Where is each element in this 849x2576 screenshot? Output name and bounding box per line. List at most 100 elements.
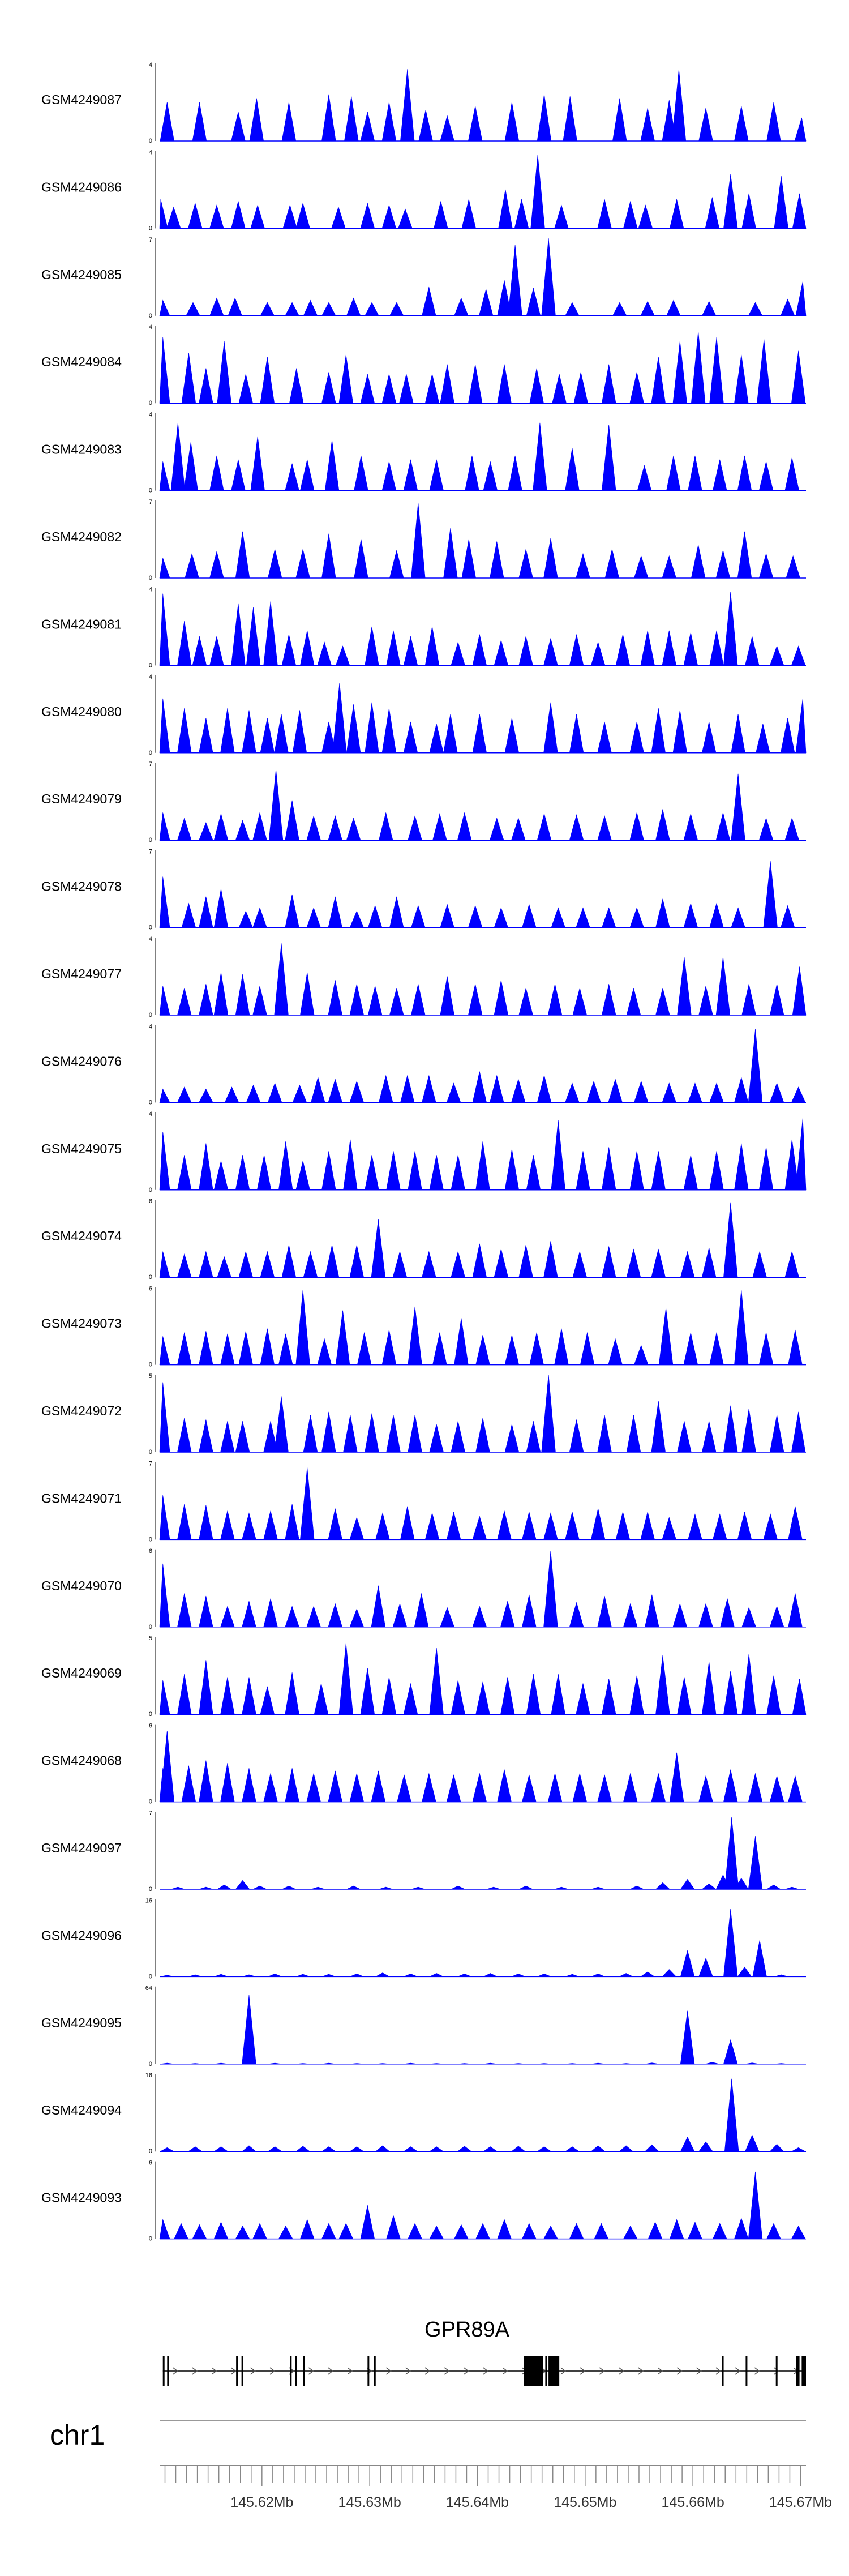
signal-peak — [572, 987, 588, 1016]
signal-peak — [249, 98, 264, 142]
signal-peak — [408, 815, 422, 841]
gene-exon — [722, 2356, 724, 2386]
axis-tick-label: 145.67Mb — [769, 2494, 832, 2510]
signal-peak — [242, 1677, 256, 1715]
signal-peak — [475, 1681, 490, 1715]
y-tick-max: 6 — [149, 1548, 152, 1555]
signal-peak — [615, 634, 631, 666]
signal-peak — [285, 302, 299, 316]
signal-peak — [757, 339, 771, 404]
signal-peak — [709, 337, 724, 404]
signal-peak — [292, 1084, 307, 1103]
signal-peak — [461, 539, 476, 579]
signal-peak — [209, 204, 224, 229]
signal-peak — [640, 1971, 655, 1977]
signal-peak — [766, 102, 781, 142]
track-GSM4249093: GSM4249093 6 0 — [41, 2160, 806, 2243]
y-tick-max: 7 — [149, 499, 152, 506]
signal-peak — [440, 904, 454, 928]
gene-exon — [524, 2356, 543, 2386]
signal-peak — [655, 987, 670, 1016]
signal-peak — [701, 301, 717, 316]
signal-peak — [601, 1147, 616, 1191]
signal-peak — [734, 2218, 749, 2239]
signal-peak — [422, 286, 436, 316]
signal-peak — [731, 714, 745, 754]
signal-peak — [554, 1328, 569, 1365]
signal-peak — [680, 1251, 695, 1278]
genome-axis: 145.62Mb 145.63Mb 145.64Mb 145.65Mb 145.66Mb… — [160, 2465, 832, 2510]
signal-peak — [791, 2147, 807, 2152]
signal-peak — [529, 368, 544, 404]
signal-peak — [317, 1338, 332, 1365]
signal-peak — [213, 1161, 229, 1191]
signal-peak — [424, 626, 440, 666]
signal-peak — [213, 2146, 229, 2152]
signal-peak — [483, 461, 498, 491]
signal-peak — [231, 201, 246, 229]
signal-peak — [159, 1680, 170, 1715]
signal-peak — [629, 812, 644, 841]
signal-peak — [791, 1086, 806, 1103]
signal-peak — [311, 1076, 325, 1103]
signal-peak — [651, 1401, 666, 1453]
gene-track: GPR89A — [162, 2318, 806, 2386]
signal-peak — [565, 1512, 580, 1540]
signal-peak — [698, 1603, 713, 1628]
signal-peak — [260, 1251, 275, 1278]
signal-peak — [328, 896, 342, 928]
signal-peak — [788, 1506, 803, 1540]
signal-peak — [709, 1332, 724, 1365]
signal-peak — [177, 1418, 192, 1453]
signal-peak — [669, 2219, 684, 2239]
signal-peak — [400, 69, 415, 142]
signal-peak — [766, 1884, 782, 1890]
signal-peak — [159, 337, 170, 404]
signal-peak — [640, 630, 655, 666]
signal-peak — [680, 1950, 695, 1977]
signal-peak — [429, 2226, 444, 2239]
signal-peak — [655, 898, 670, 928]
track-label: GSM4249086 — [41, 179, 122, 194]
y-tick-zero: 0 — [149, 2236, 152, 2243]
signal-peak — [565, 302, 580, 316]
signal-peak — [289, 368, 304, 404]
signal-peak — [278, 2226, 293, 2239]
signal-peak — [601, 1679, 616, 1715]
signal-peak — [282, 204, 298, 229]
signal-peak — [181, 353, 196, 404]
signal-peak — [159, 2219, 170, 2239]
signal-peak — [623, 201, 638, 229]
signal-peak — [633, 1345, 649, 1365]
track-label: GSM4249075 — [41, 1141, 122, 1156]
signal-peak — [651, 1773, 666, 1802]
signal-peak — [461, 199, 477, 229]
signal-peak — [199, 1660, 213, 1715]
signal-peak — [698, 2141, 713, 2152]
signal-peak — [672, 341, 688, 404]
signal-peak — [741, 1409, 756, 1453]
y-tick-zero: 0 — [149, 1711, 152, 1718]
signal-peak — [252, 986, 267, 1016]
signal-peak — [263, 601, 278, 666]
signal-peak — [403, 1973, 418, 1977]
signal-peak — [177, 1593, 192, 1628]
track-label: GSM4249082 — [41, 529, 122, 544]
track-label: GSM4249084 — [41, 354, 122, 369]
signal-peak — [468, 905, 483, 928]
signal-peak — [217, 1256, 231, 1278]
signal-peak — [375, 1512, 390, 1540]
signal-peak — [454, 1318, 469, 1365]
signal-peak — [411, 502, 426, 579]
signal-peak — [701, 721, 717, 754]
track-GSM4249075: GSM4249075 4 0 — [41, 1111, 807, 1193]
signal-peak — [381, 1329, 397, 1365]
signal-peak — [174, 2223, 188, 2239]
signal-peak — [159, 2147, 175, 2152]
signal-peak — [303, 299, 318, 316]
signal-peak — [242, 1995, 256, 2065]
signal-peak — [403, 636, 418, 666]
signal-peak — [629, 1151, 644, 1191]
signal-peak — [490, 541, 504, 579]
signal-peak — [701, 1662, 717, 1715]
